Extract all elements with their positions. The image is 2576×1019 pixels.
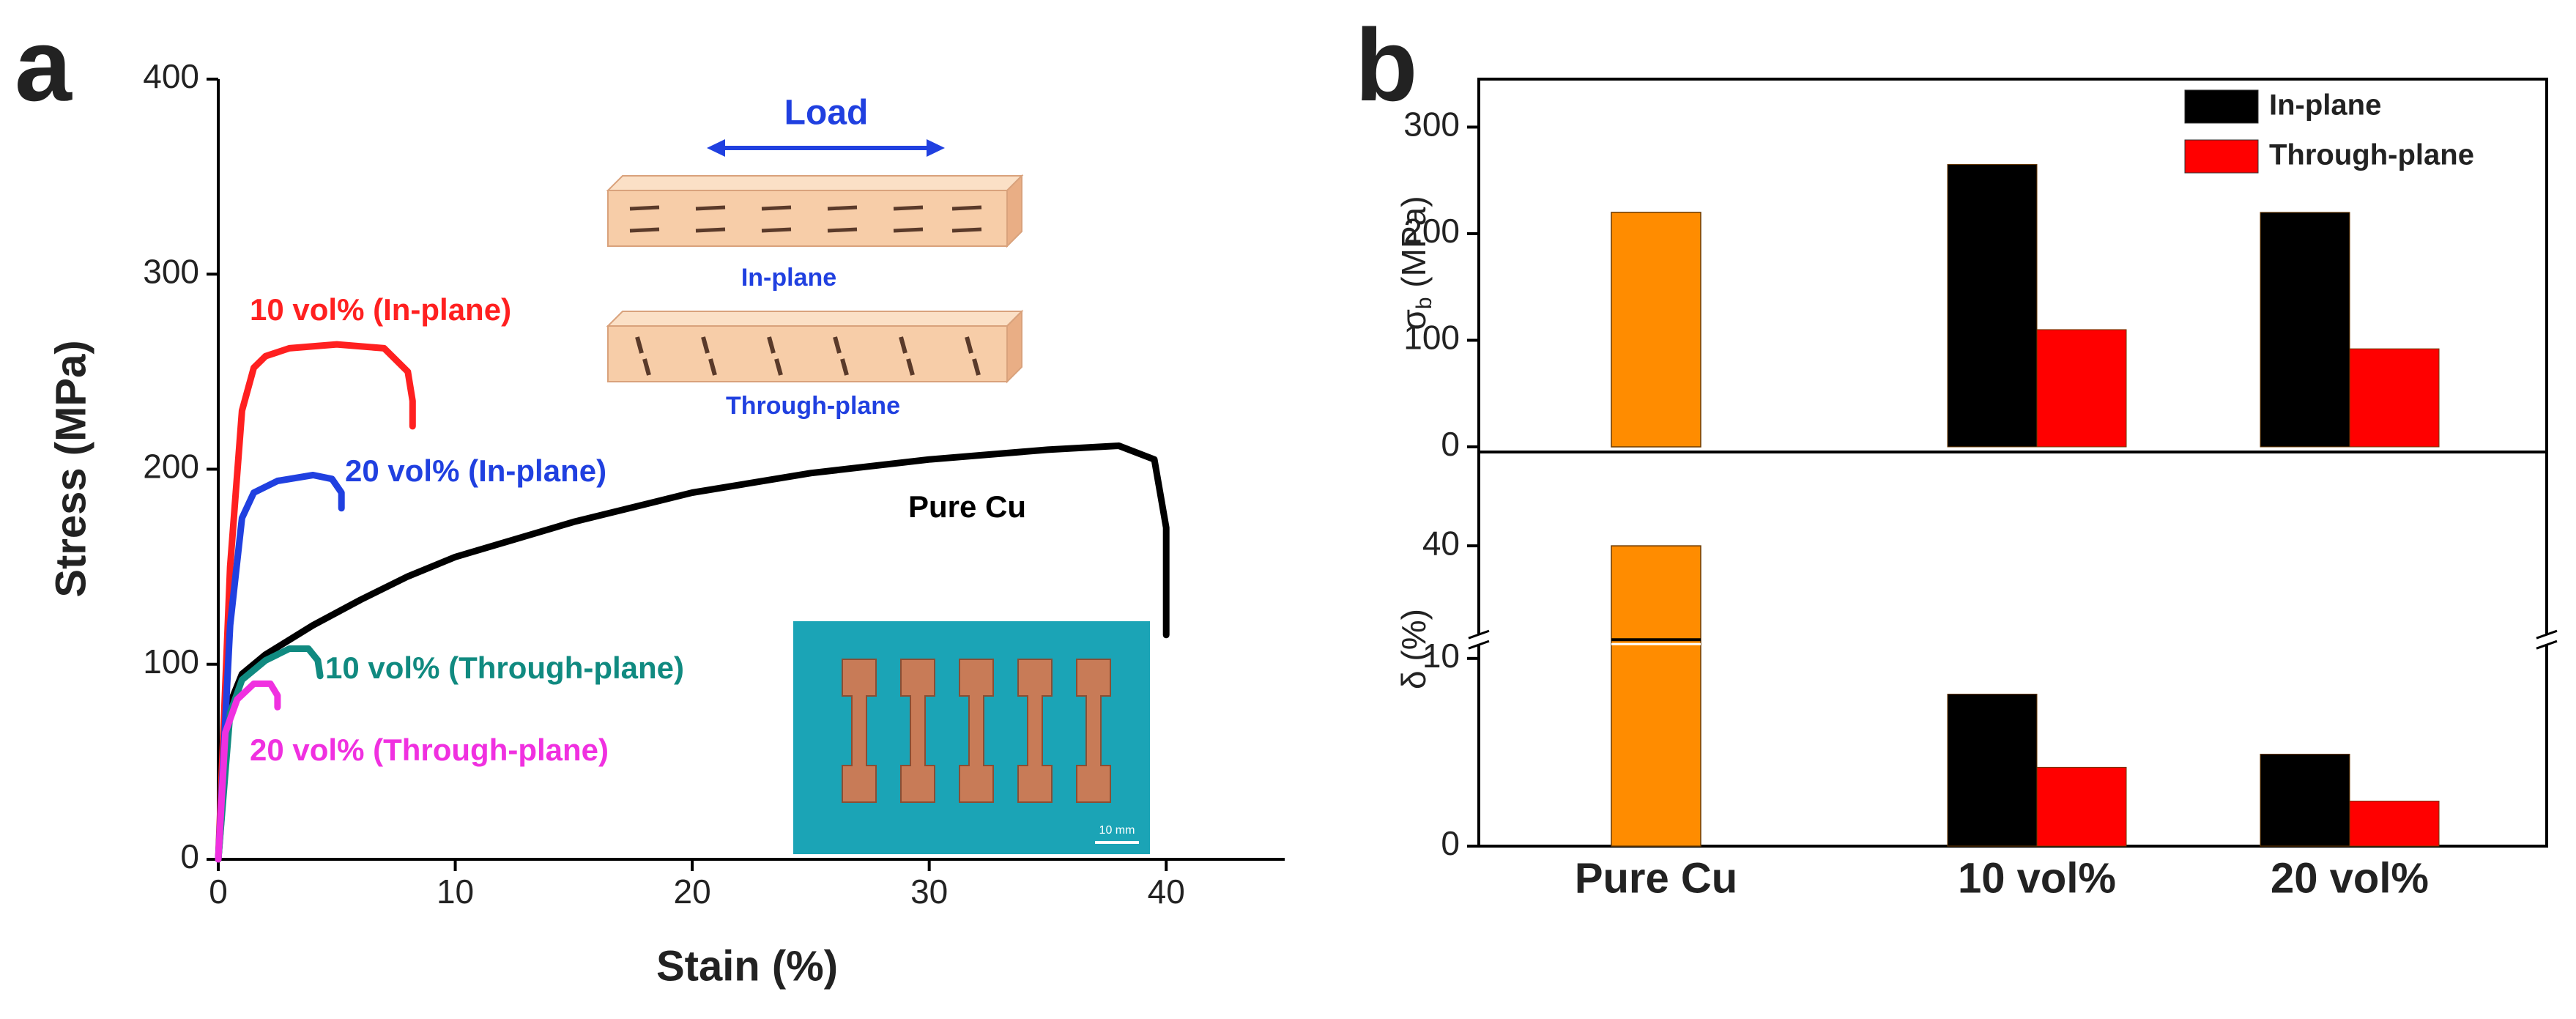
- y-tick-label: 300: [1403, 105, 1460, 144]
- x-tick-label: 40: [1148, 872, 1185, 911]
- panel-label: a: [15, 7, 73, 122]
- y-axis-title-part: b: [1412, 297, 1436, 309]
- bar: [2260, 212, 2350, 448]
- legend-swatch: [2184, 139, 2259, 174]
- x-tick-label: 10 vol%: [1958, 854, 2116, 902]
- axis-break: [1468, 640, 1490, 650]
- series-label: Pure Cu: [908, 489, 1026, 524]
- block-end: [1006, 174, 1022, 248]
- y-tick-label: 100: [143, 642, 199, 681]
- series-label: 10 vol% (Through-plane): [325, 651, 684, 685]
- specimens: [842, 659, 1111, 803]
- legend-label: In-plane: [2269, 89, 2381, 122]
- line-series: [215, 680, 281, 863]
- panel-label: b: [1355, 7, 1418, 122]
- block-top: [606, 311, 1024, 327]
- y-axis-title: σb (MPa): [1395, 196, 1436, 330]
- bar: [2260, 753, 2350, 847]
- y-axis-title: Stress (MPa): [47, 340, 94, 597]
- y-tick-label: 400: [143, 57, 199, 95]
- block: [607, 325, 1008, 382]
- y-axis-title: δ (%): [1395, 609, 1433, 689]
- y-tick-label: 0: [1441, 425, 1460, 463]
- annotation: In-plane: [741, 264, 836, 292]
- block-end: [1006, 309, 1022, 384]
- line-series: [215, 472, 345, 863]
- x-tick-label: 10: [437, 872, 474, 911]
- series-label: 20 vol% (In-plane): [345, 453, 606, 488]
- legend-swatch: [2184, 89, 2259, 124]
- annotation: Load: [784, 94, 869, 133]
- bar: [1947, 693, 2038, 847]
- x-tick-label: 20 vol%: [2271, 854, 2429, 902]
- x-axis-title: Stain (%): [656, 942, 838, 990]
- bar: [2036, 329, 2127, 448]
- y-tick-label: 0: [1441, 824, 1460, 862]
- line-series: [215, 442, 1170, 863]
- annotation: Through-plane: [726, 392, 900, 420]
- y-tick-label: 0: [180, 837, 199, 875]
- x-tick-label: 20: [674, 872, 711, 911]
- x-tick-label: 0: [209, 872, 228, 911]
- y-tick-label: 10: [1422, 637, 1460, 675]
- y-tick-label: 100: [1403, 319, 1460, 357]
- x-tick-label: 30: [910, 872, 948, 911]
- y-tick-label: 200: [1403, 212, 1460, 250]
- fillers: [635, 336, 981, 376]
- block-top: [606, 175, 1024, 191]
- series-label: 10 vol% (In-plane): [250, 292, 511, 327]
- bar: [1947, 163, 2038, 448]
- axis-break: [1468, 629, 1490, 640]
- fillers: [629, 205, 982, 233]
- bar: [2036, 766, 2127, 847]
- y-tick-label: 300: [143, 252, 199, 290]
- bar: [2349, 801, 2440, 847]
- line-series: [215, 341, 416, 863]
- arrow-head: [707, 139, 725, 157]
- bar: [1611, 212, 1701, 448]
- y-axis-title-part: σ: [1395, 309, 1433, 330]
- series-label: 20 vol% (Through-plane): [250, 733, 609, 767]
- x-tick-label: Pure Cu: [1575, 854, 1737, 902]
- y-tick-label: 200: [143, 448, 199, 486]
- photo-inset: 10 mm: [793, 621, 1150, 854]
- legend-label: Through-plane: [2269, 139, 2474, 171]
- bar: [2349, 348, 2440, 448]
- block: [607, 190, 1008, 247]
- arrow-head: [927, 139, 945, 157]
- y-axis-title-part: (MPa): [1395, 196, 1433, 297]
- axis-break: [2536, 640, 2558, 650]
- bar: [1611, 545, 1701, 847]
- axis-break: [2536, 629, 2558, 640]
- y-tick-label: 40: [1422, 524, 1460, 562]
- schematic: Load In-plane Through-plane: [606, 94, 1024, 420]
- scale-label: 10 mm: [1099, 824, 1135, 837]
